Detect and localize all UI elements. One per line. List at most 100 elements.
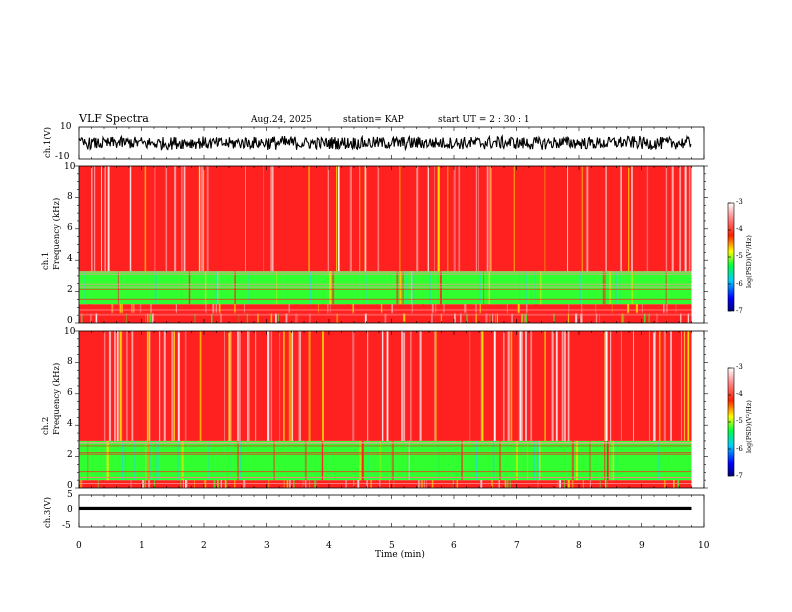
spectrogram-streak [220,313,222,323]
spectrogram-streak [426,480,427,488]
spectrogram-streak [665,166,668,272]
spectrogram-streak [359,166,361,272]
spectrogram-streak [489,313,491,323]
spectrogram-streak [632,331,634,441]
spectrogram-streak [620,166,622,272]
spectrogram-streak [353,480,355,488]
spectrogram-streak [361,440,364,481]
spectrogram-streak [396,271,399,305]
spectrogram-streak [480,480,483,488]
spec1-ytick-label: 4 [67,254,73,264]
spectrogram-streak [163,331,166,441]
spectrogram-streak [149,313,152,323]
spectrogram-streak [322,331,324,441]
spectrogram-streak [175,304,177,314]
spectrogram-narrowband-line [79,271,692,273]
spectrogram-streak [157,440,160,481]
spectrogram-streak [599,313,600,323]
spectrogram-streak [238,313,240,323]
spectrogram-streak [234,304,236,314]
spectrogram-streak [263,166,265,272]
spectrogram-streak [299,331,302,441]
spectrogram-streak [327,166,330,272]
spectrogram-streak [80,313,83,323]
spectrogram-streak [308,166,310,272]
ch1-ytick-max: 10 [60,122,72,132]
spectrogram-streak [627,304,630,314]
spectrogram-streak [399,271,402,305]
ch1-ytick-min: -10 [55,152,70,162]
spectrogram-streak [355,440,357,481]
spectrogram-streak [603,271,606,305]
spec2-ytick-label: 6 [67,388,73,398]
spectrogram-streak [314,480,317,488]
spectrogram-streak [561,331,564,441]
spectrogram-streak [234,271,236,305]
spectrogram-streak [563,480,565,488]
spectrogram-streak [535,304,537,314]
spectrogram-narrowband-line [79,288,692,290]
spectrogram-narrowband-line [79,283,692,285]
frame-ch3-waveform [78,494,705,528]
spectrogram-streak [492,313,494,323]
spectrogram-streak [215,304,218,314]
spectrogram-streak [250,440,253,481]
spectrogram-streak [526,304,528,314]
spectrogram-streak [142,480,144,488]
spectrogram-streak [144,166,147,272]
spec2-ytick-label: 4 [67,419,73,429]
spectrogram-band [79,331,692,441]
spectrogram-narrowband-line [79,273,692,275]
spectrogram-streak [605,480,606,488]
spectrogram-streak [286,440,289,481]
spectrogram-streak [431,313,433,323]
spectrogram-streak [155,440,157,481]
spectrogram-streak [367,331,369,441]
spectrogram-streak [379,440,381,481]
spectrogram-streak [234,480,236,488]
spec1-ytick-label: 2 [67,285,73,295]
spectrogram-streak [268,480,270,488]
spectrogram-streak [288,331,291,441]
spectrogram-streak [270,440,272,481]
spectrogram-streak [486,480,488,488]
spectrogram-streak [216,440,219,481]
spectrogram-streak [616,480,618,488]
spectrogram-streak [257,313,259,323]
spectrogram-streak [513,166,515,272]
spectrogram-streak [521,331,523,441]
spectrogram-streak [117,271,119,305]
spectrogram-streak [606,480,608,488]
spectrogram-streak [687,331,689,441]
spectrogram-streak [173,331,175,441]
spectrogram-streak [684,166,687,272]
spectrogram-streak [534,440,536,481]
spectrogram-streak [215,271,217,305]
spectrogram-streak [631,166,633,272]
spectrogram-streak [138,313,140,323]
spectrogram-streak [224,331,225,441]
spectrogram-streak [270,166,273,272]
spectrogram-streak [662,304,665,314]
spectrogram-streak [364,166,367,272]
spectrogram-streak [418,480,419,488]
spectrogram-ch1 [79,166,692,323]
spectrogram-streak [293,480,295,488]
spectrogram-streak [336,166,338,272]
spectrogram-streak [557,480,559,488]
spectrogram-streak [200,166,203,272]
spectrogram-streak [213,480,216,488]
spectrogram-streak [322,304,324,314]
spectrogram-streak [436,440,438,481]
spectrogram-streak [511,313,513,323]
spectrogram-streak [380,271,381,305]
spectrogram-streak [245,166,246,272]
spectrogram-streak [381,331,384,441]
spectrogram-narrowband-line [79,298,692,300]
spectrogram-streak [359,440,361,481]
spectrogram-streak [183,166,186,272]
spectrogram-streak [275,313,277,323]
spectrogram-streak [174,166,177,272]
spectrogram-narrowband-line [79,442,692,444]
